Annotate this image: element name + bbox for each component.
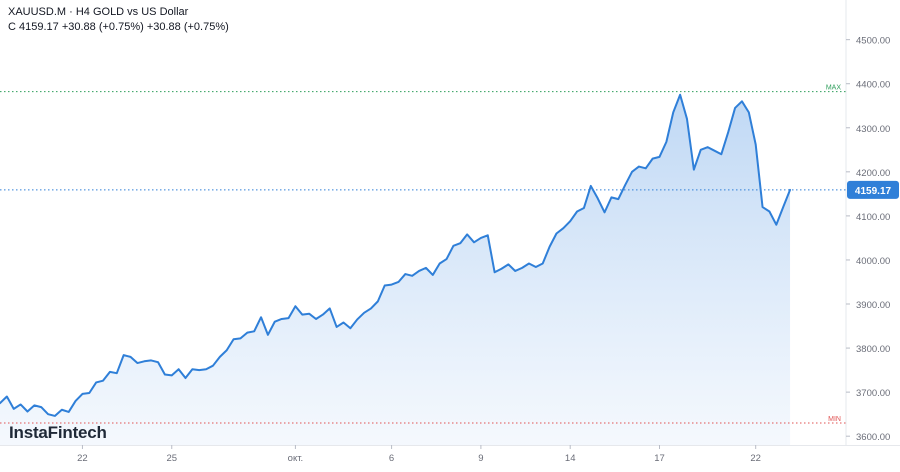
brand-logo: InstaFintech: [9, 423, 107, 442]
last-price-tag: [847, 180, 899, 199]
price-line[interactable]: [0, 93, 792, 417]
y-tick-label: 4100.00: [856, 212, 890, 223]
price-quote: C 4159.17 +30.88 (+0.75%) +30.88 (+0.75%…: [8, 21, 229, 33]
y-tick-label: 4200.00: [856, 168, 890, 179]
y-tick-label: 4000.00: [856, 256, 890, 267]
x-tick-label: 14: [565, 453, 576, 464]
x-tick-label: 17: [654, 453, 665, 464]
max-level-label: MAX: [826, 85, 842, 92]
y-tick-label: 3800.00: [856, 344, 890, 355]
y-tick-label: 3900.00: [856, 300, 890, 311]
price-area-fill: [0, 94, 791, 445]
x-tick-label: 22: [77, 453, 88, 464]
x-tick-label: 6: [389, 453, 394, 464]
y-tick-label: 4300.00: [856, 124, 890, 135]
x-tick-label: 22: [750, 453, 761, 464]
last-price-label: 4159.17: [855, 186, 892, 197]
min-level-label: MIN: [828, 416, 841, 423]
x-tick-label: 9: [478, 453, 483, 464]
y-tick-label: 4500.00: [856, 36, 890, 47]
symbol-title: XAUUSD.M · H4 GOLD vs US Dollar: [8, 6, 189, 18]
y-tick-label: 3700.00: [856, 388, 890, 399]
chart-header: XAUUSD.M · H4 GOLD vs US Dollar C 4159.1…: [8, 5, 229, 35]
y-tick-label: 4400.00: [856, 80, 890, 91]
y-tick-label: 3600.00: [856, 432, 890, 443]
x-tick-label: 25: [166, 453, 177, 464]
x-tick-label: окт.: [288, 453, 303, 464]
